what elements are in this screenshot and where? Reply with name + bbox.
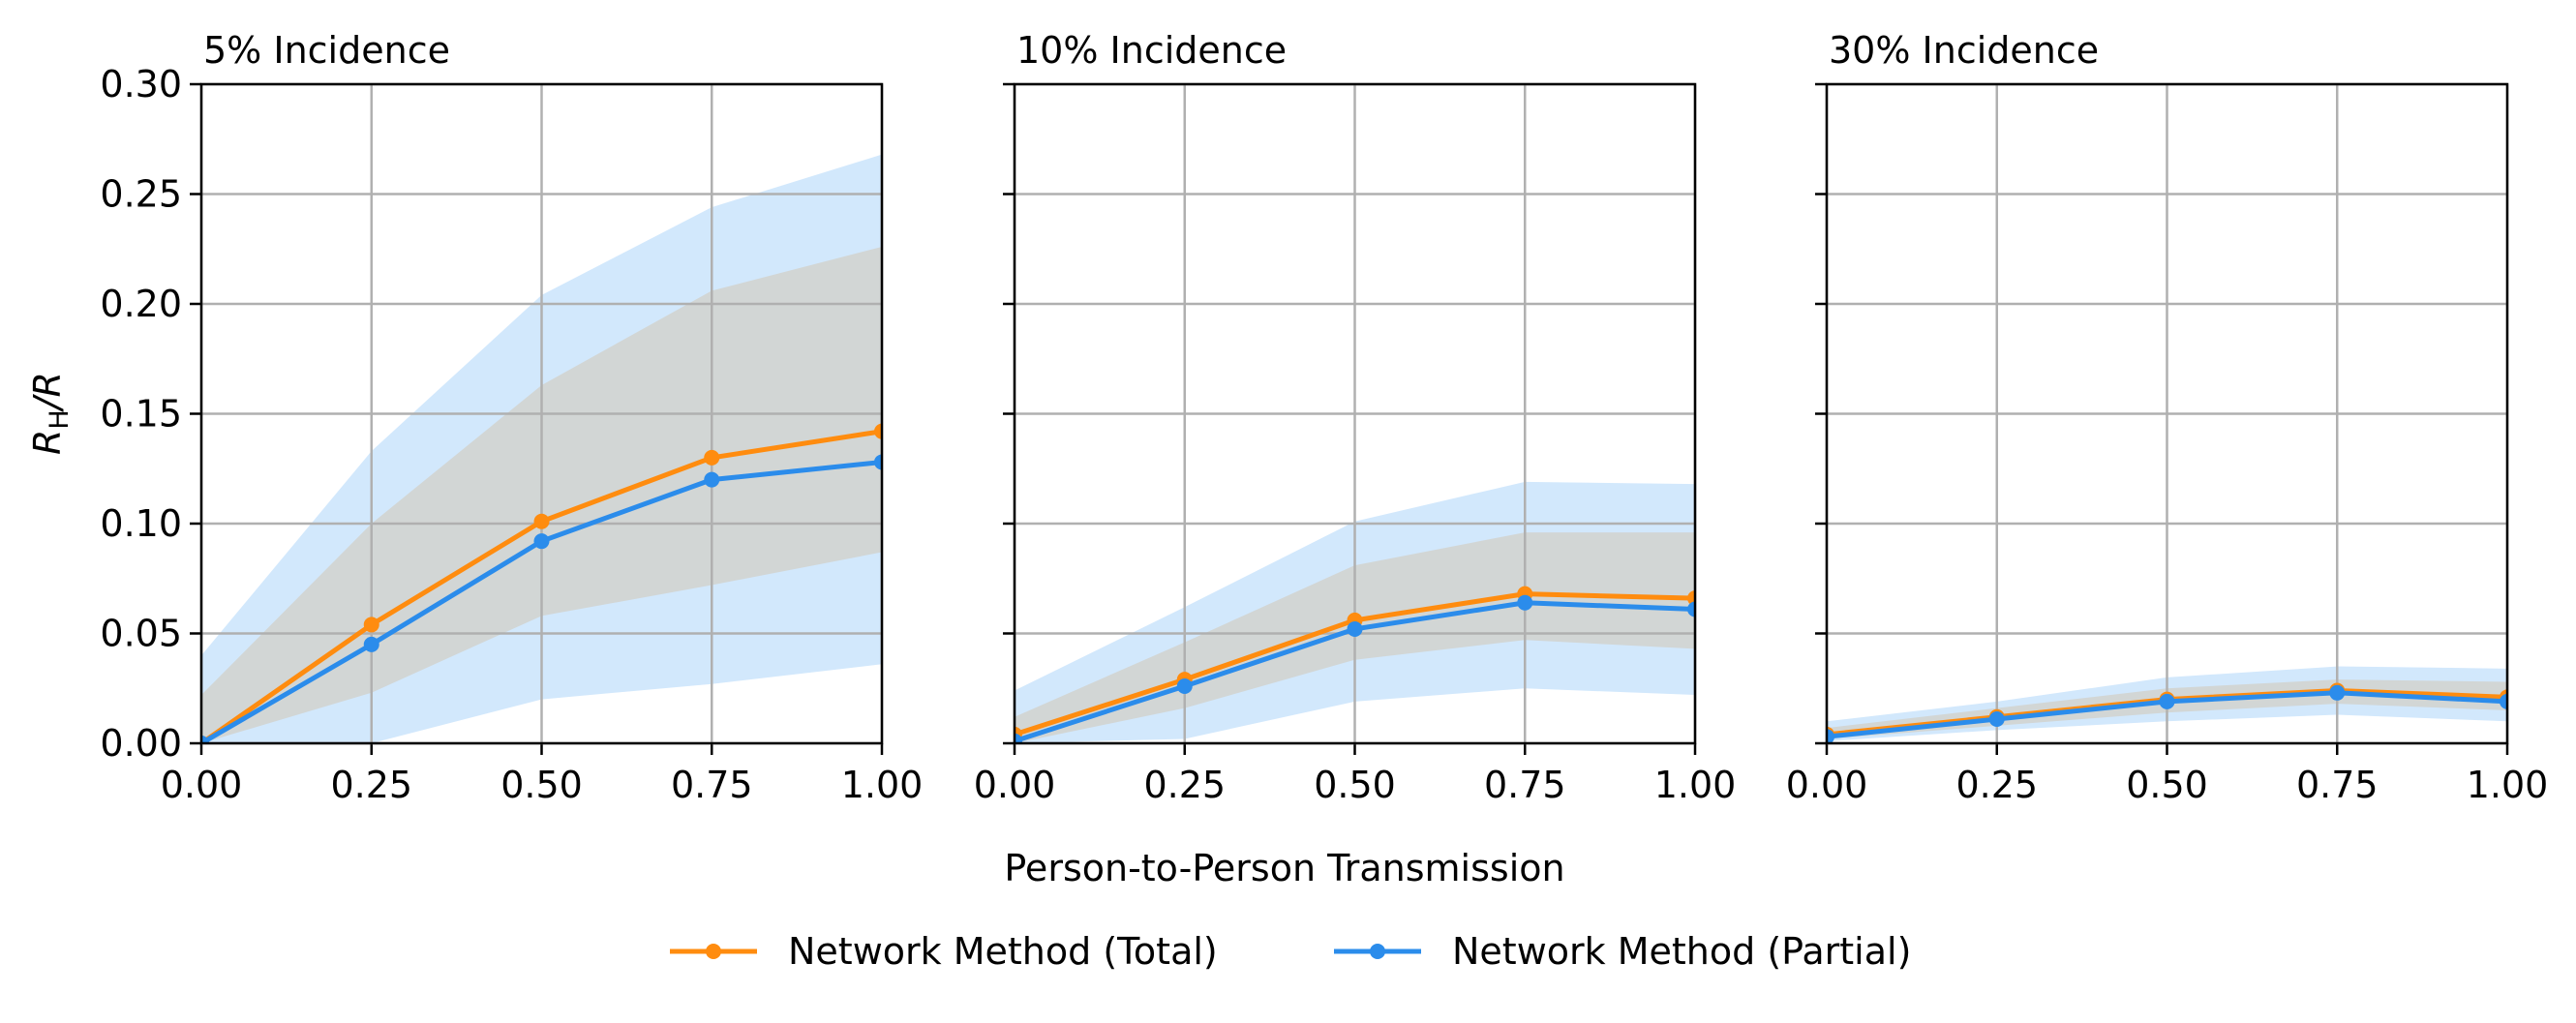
panel-frame [1825,82,2509,745]
x-tick-label: 0.75 [671,764,753,806]
total-data-point [874,423,882,439]
x-tick-label: 0.50 [2126,764,2208,806]
partial-data-point [1347,620,1363,637]
partial-data-point [874,454,882,470]
x-tick-label: 0.50 [1314,764,1396,806]
partial-data-point [1988,711,2005,728]
total-data-point [704,449,720,466]
partial-data-point [533,533,550,550]
panel-title: 30% Incidence [1829,29,2099,72]
panel-frame [199,82,884,745]
total-data-point [533,513,550,529]
partial-data-point [1015,733,1022,743]
x-tick-label: 1.00 [841,764,924,806]
total-data-point [363,617,379,633]
y-tick-label: 0.25 [100,173,182,216]
y-tick-label: 0.20 [100,283,182,325]
y-tick-label: 0.10 [100,502,182,545]
panel-3: 0.00 0.25 0.50 0.75 1.00 30% Incidence [1786,29,2549,806]
x-tick-label: 0.25 [1143,764,1226,806]
x-tick-label: 0.75 [2296,764,2379,806]
partial-data-point [2500,693,2507,709]
partial-data-point [704,471,720,488]
panel-title: 5% Incidence [203,29,450,72]
panel-title: 10% Incidence [1016,29,1287,72]
x-tick-label: 0.50 [500,764,583,806]
legend-marker-icon [1370,944,1385,959]
panel-1: 0.00 0.25 0.50 0.75 1.00 0.00 0.05 0.10 0.15 0.20… [100,29,923,806]
chart-panels: 0.00 0.25 0.50 0.75 1.00 0.00 0.05 0.10 0.15 0.20… [100,29,2548,806]
y-tick-label: 0.00 [100,722,182,765]
panel-frame [1013,82,1697,745]
panel-2: 0.00 0.25 0.50 0.75 1.00 10% Incidence [974,29,1737,806]
x-tick-label: 0.00 [974,764,1056,806]
partial-data-point [201,736,209,743]
y-axis-title-main: R [26,430,69,455]
x-tick-label: 0.75 [1484,764,1566,806]
x-tick-label: 0.00 [1786,764,1868,806]
legend: Network Method (Total) Network Method (Pa… [670,930,1911,973]
partial-data-point [1827,729,1834,743]
y-axis-title-sub: H [45,409,75,429]
y-tick-label: 0.30 [100,63,182,105]
x-tick-label: 0.25 [1955,764,2038,806]
partial-data-point [1517,594,1533,611]
x-tick-label: 1.00 [1654,764,1737,806]
partial-data-point [2159,693,2175,709]
partial-data-point [2329,684,2346,701]
partial-data-point [1176,677,1193,694]
y-axis-title-tail: /R [26,372,69,412]
partial-data-point [1687,601,1695,617]
y-axis-title: RH/R [26,372,75,455]
x-axis-title: Person-to-Person Transmission [1004,847,1564,889]
legend-item: Network Method (Partial) [1334,930,1911,973]
x-tick-label: 1.00 [2467,764,2549,806]
legend-label: Network Method (Partial) [1452,930,1911,973]
x-tick-label: 0.00 [161,764,243,806]
legend-item: Network Method (Total) [670,930,1218,973]
y-tick-label: 0.15 [100,393,182,436]
legend-label: Network Method (Total) [788,930,1218,973]
y-tick-label: 0.05 [100,613,182,655]
x-tick-label: 0.25 [330,764,412,806]
legend-marker-icon [706,944,721,959]
partial-data-point [363,636,379,652]
